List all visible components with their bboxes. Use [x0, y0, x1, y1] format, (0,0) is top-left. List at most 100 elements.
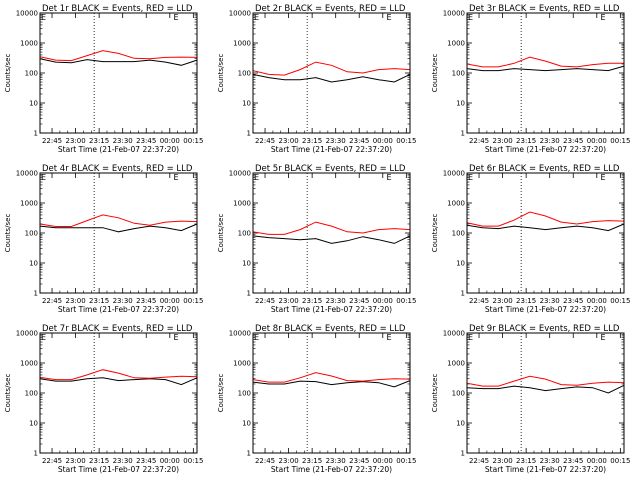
x-tick-label: 00:00: [587, 297, 607, 305]
detector-panel: Det 1r BLACK = Events, RED = LLD Counts/s…: [4, 4, 203, 154]
x-tick-label: 23:15: [89, 137, 109, 145]
y-axis-label: Counts/sec: [4, 374, 12, 413]
y-tick-label: 1: [461, 130, 465, 138]
panel-title: Det 6r BLACK = Events, RED = LLD: [469, 164, 620, 174]
y-tick-label: 10000: [229, 10, 251, 18]
x-tick-label: 00:15: [610, 457, 630, 465]
x-tick-label: 23:45: [563, 137, 583, 145]
y-tick-label: 10: [242, 420, 251, 428]
y-tick-label: 10000: [16, 170, 38, 178]
x-tick-label: 22:45: [255, 137, 275, 145]
x-tick-label: 00:15: [183, 457, 203, 465]
x-tick-label: 23:30: [326, 297, 346, 305]
panel-title: Det 3r BLACK = Events, RED = LLD: [469, 4, 620, 14]
y-tick-label: 1000: [233, 40, 251, 48]
y-tick-label: 100: [25, 390, 38, 398]
x-tick-label: 00:00: [373, 457, 393, 465]
y-axis-label: Counts/sec: [431, 374, 439, 413]
x-tick-label: 22:45: [42, 457, 62, 465]
y-axis-label: Counts/sec: [217, 214, 225, 253]
y-tick-label: 1000: [447, 360, 465, 368]
events-series-line: [466, 223, 625, 232]
y-tick-label: 10: [242, 100, 251, 108]
y-tick-label: 1000: [20, 200, 38, 208]
x-tick-label: 00:15: [183, 137, 203, 145]
lld-series-line: [466, 56, 624, 68]
y-tick-label: 10: [29, 420, 38, 428]
y-tick-label: 100: [238, 390, 251, 398]
y-axis-label: Counts/sec: [217, 54, 225, 93]
marker-label: E: [41, 173, 46, 182]
lld-series-line: [466, 375, 625, 387]
x-tick-label: 23:00: [492, 457, 512, 465]
y-tick-label: 1: [247, 450, 251, 458]
x-tick-label: 23:15: [516, 297, 536, 305]
panel-title: Det 8r BLACK = Events, RED = LLD: [255, 324, 406, 334]
x-tick-label: 23:15: [302, 297, 322, 305]
x-axis-label: Start Time (21-Feb-07 22:37:20): [271, 465, 392, 474]
plot-frame: [39, 332, 198, 454]
x-tick-label: 00:15: [610, 137, 630, 145]
marker-label: E: [254, 333, 259, 342]
events-series-line: [252, 235, 411, 244]
y-tick-label: 10000: [229, 330, 251, 338]
marker-label: E: [600, 333, 605, 342]
x-tick-label: 00:15: [396, 457, 416, 465]
marker-label: E: [468, 173, 473, 182]
panel-title: Det 4r BLACK = Events, RED = LLD: [42, 164, 193, 174]
y-tick-label: 10: [456, 260, 465, 268]
events-series-line: [252, 73, 411, 83]
x-tick-label: 22:45: [255, 457, 275, 465]
lld-series-line: [39, 369, 198, 381]
x-tick-label: 23:15: [89, 457, 109, 465]
y-tick-label: 100: [452, 230, 465, 238]
y-axis-label: Counts/sec: [431, 214, 439, 253]
x-tick-label: 23:45: [563, 457, 583, 465]
x-tick-label: 23:30: [540, 137, 560, 145]
x-tick-label: 23:45: [563, 297, 583, 305]
plot-frame: [39, 172, 198, 294]
lld-series-line: [252, 221, 411, 235]
y-tick-label: 100: [238, 70, 251, 78]
lld-series-line: [466, 211, 625, 227]
marker-label: E: [600, 13, 605, 22]
x-tick-label: 23:00: [492, 137, 512, 145]
detector-panel: Det 9r BLACK = Events, RED = LLD Counts/s…: [431, 324, 630, 474]
y-tick-label: 1: [247, 130, 251, 138]
y-tick-label: 10: [456, 420, 465, 428]
y-tick-label: 10000: [229, 170, 251, 178]
x-tick-label: 23:15: [302, 457, 322, 465]
detector-panel: Det 2r BLACK = Events, RED = LLD Counts/s…: [217, 4, 416, 154]
y-tick-label: 10000: [443, 330, 465, 338]
x-tick-label: 00:15: [396, 297, 416, 305]
marker-label: E: [386, 173, 391, 182]
x-axis-label: Start Time (21-Feb-07 22:37:20): [58, 305, 179, 314]
x-tick-label: 23:45: [136, 137, 156, 145]
x-tick-label: 23:45: [349, 457, 369, 465]
y-tick-label: 10: [29, 100, 38, 108]
lld-series-line: [252, 372, 411, 383]
plot-frame: [252, 332, 411, 454]
x-tick-label: 22:45: [255, 297, 275, 305]
y-tick-label: 100: [452, 70, 465, 78]
x-tick-label: 23:45: [136, 457, 156, 465]
marker-label: E: [386, 13, 391, 22]
plot-frame: [252, 172, 411, 294]
x-tick-label: 00:00: [160, 137, 180, 145]
y-tick-label: 10: [29, 260, 38, 268]
events-series-line: [252, 380, 411, 388]
marker-label: E: [173, 173, 178, 182]
detector-panel: Det 4r BLACK = Events, RED = LLD Counts/s…: [4, 164, 203, 314]
y-tick-label: 100: [25, 230, 38, 238]
y-tick-label: 10000: [16, 10, 38, 18]
x-tick-label: 00:00: [160, 457, 180, 465]
x-tick-label: 23:30: [326, 457, 346, 465]
x-tick-label: 23:15: [516, 457, 536, 465]
y-tick-label: 100: [238, 230, 251, 238]
x-axis-label: Start Time (21-Feb-07 22:37:20): [485, 465, 606, 474]
x-tick-label: 23:00: [278, 137, 298, 145]
events-series-line: [39, 223, 198, 233]
plot-frame: [466, 12, 625, 134]
x-tick-label: 23:15: [302, 137, 322, 145]
marker-label: E: [173, 333, 178, 342]
